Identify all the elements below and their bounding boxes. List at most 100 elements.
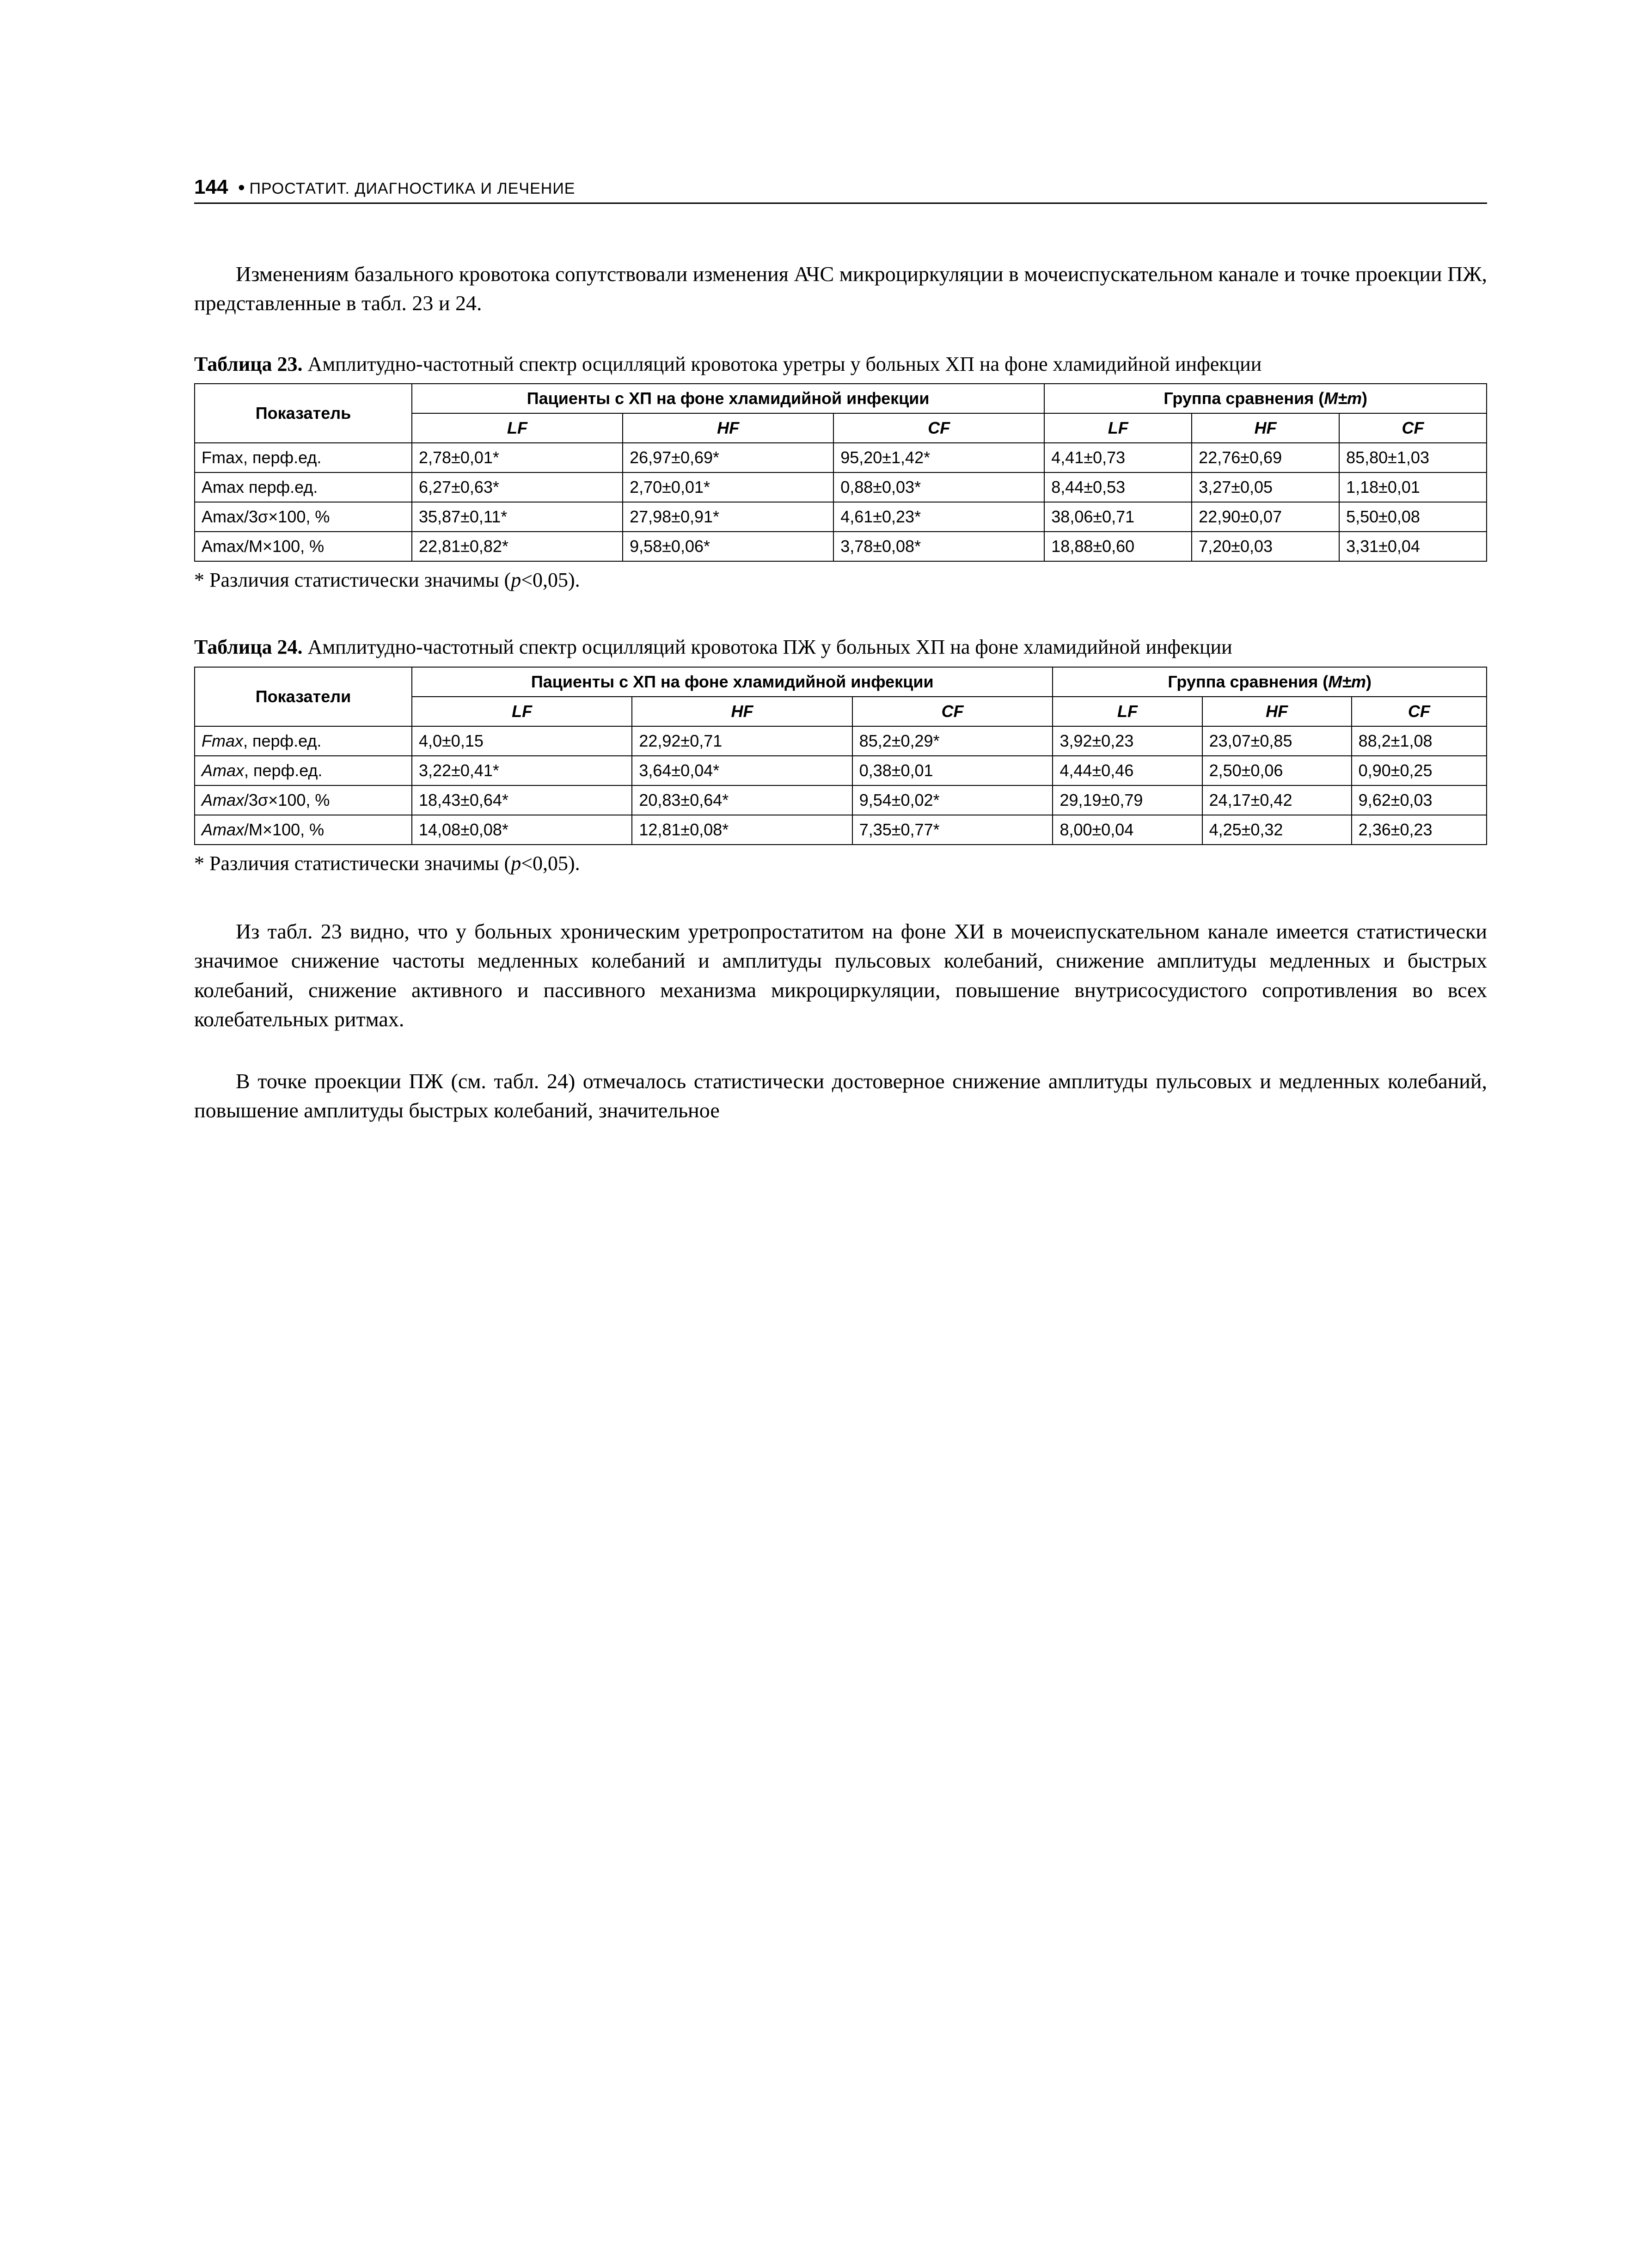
cell: 22,76±0,69 bbox=[1192, 443, 1339, 472]
sub-hf: HF bbox=[632, 697, 852, 726]
row-label: Amax, перф.ед. bbox=[195, 756, 412, 785]
sub-lf: LF bbox=[412, 697, 632, 726]
table-row: Amax/M×100, % 22,81±0,82* 9,58±0,06* 3,7… bbox=[195, 532, 1487, 561]
cell: 95,20±1,42* bbox=[833, 443, 1044, 472]
cell: 20,83±0,64* bbox=[632, 785, 852, 815]
row-label: Amax/3σ×100, % bbox=[195, 502, 412, 532]
caption-lead: Таблица 23. bbox=[194, 353, 303, 375]
table-row: Amax/M×100, % 14,08±0,08* 12,81±0,08* 7,… bbox=[195, 815, 1487, 845]
table-24-footnote: * Различия статистически значимы (p<0,05… bbox=[194, 852, 1487, 875]
cell: 7,20±0,03 bbox=[1192, 532, 1339, 561]
cell: 2,50±0,06 bbox=[1202, 756, 1352, 785]
table-row: Fmax, перф.ед. 2,78±0,01* 26,97±0,69* 95… bbox=[195, 443, 1487, 472]
cell: 22,81±0,82* bbox=[412, 532, 623, 561]
cell: 5,50±0,08 bbox=[1339, 502, 1487, 532]
cell: 0,38±0,01 bbox=[852, 756, 1053, 785]
table-23: Показатель Пациенты с ХП на фоне хламиди… bbox=[194, 383, 1487, 562]
cell: 4,61±0,23* bbox=[833, 502, 1044, 532]
cell: 88,2±1,08 bbox=[1352, 726, 1487, 756]
cell: 3,27±0,05 bbox=[1192, 472, 1339, 502]
sub-cf: CF bbox=[1339, 413, 1487, 443]
sub-hf: HF bbox=[1192, 413, 1339, 443]
caption-rest: Амплитудно-частотный спектр осцилляций к… bbox=[303, 353, 1262, 375]
row-label: Amax/3σ×100, % bbox=[195, 785, 412, 815]
page: 144 • ПРОСТАТИТ. ДИАГНОСТИКА И ЛЕЧЕНИЕ И… bbox=[0, 0, 1635, 2268]
sub-cf: CF bbox=[852, 697, 1053, 726]
cell: 26,97±0,69* bbox=[623, 443, 833, 472]
cell: 2,78±0,01* bbox=[412, 443, 623, 472]
row-label: Amax/M×100, % bbox=[195, 815, 412, 845]
cell: 9,54±0,02* bbox=[852, 785, 1053, 815]
cell: 27,98±0,91* bbox=[623, 502, 833, 532]
row-label: Amax перф.ед. bbox=[195, 472, 412, 502]
table-row: Amax/3σ×100, % 35,87±0,11* 27,98±0,91* 4… bbox=[195, 502, 1487, 532]
sub-lf: LF bbox=[1044, 413, 1192, 443]
table-row: Amax/3σ×100, % 18,43±0,64* 20,83±0,64* 9… bbox=[195, 785, 1487, 815]
cell: 4,25±0,32 bbox=[1202, 815, 1352, 845]
cell: 22,90±0,07 bbox=[1192, 502, 1339, 532]
cell: 23,07±0,85 bbox=[1202, 726, 1352, 756]
sub-hf: HF bbox=[1202, 697, 1352, 726]
bullet-icon: • bbox=[238, 178, 245, 198]
cell: 85,80±1,03 bbox=[1339, 443, 1487, 472]
cell: 2,36±0,23 bbox=[1352, 815, 1487, 845]
cell: 1,18±0,01 bbox=[1339, 472, 1487, 502]
row-label: Amax/M×100, % bbox=[195, 532, 412, 561]
cell: 14,08±0,08* bbox=[412, 815, 632, 845]
table-24-caption: Таблица 24. Амплитудно-частотный спектр … bbox=[194, 633, 1487, 661]
cell: 3,22±0,41* bbox=[412, 756, 632, 785]
cell: 4,0±0,15 bbox=[412, 726, 632, 756]
running-title: ПРОСТАТИТ. ДИАГНОСТИКА И ЛЕЧЕНИЕ bbox=[249, 180, 575, 198]
sub-cf: CF bbox=[1352, 697, 1487, 726]
cell: 3,64±0,04* bbox=[632, 756, 852, 785]
table-row: Amax перф.ед. 6,27±0,63* 2,70±0,01* 0,88… bbox=[195, 472, 1487, 502]
table-header-row: Показатель Пациенты с ХП на фоне хламиди… bbox=[195, 384, 1487, 413]
cell: 4,44±0,46 bbox=[1053, 756, 1202, 785]
running-header: 144 • ПРОСТАТИТ. ДИАГНОСТИКА И ЛЕЧЕНИЕ bbox=[194, 176, 1487, 204]
cell: 3,31±0,04 bbox=[1339, 532, 1487, 561]
caption-rest: Амплитудно-частотный спектр осцилляций к… bbox=[303, 636, 1232, 658]
cell: 2,70±0,01* bbox=[623, 472, 833, 502]
sub-lf: LF bbox=[1053, 697, 1202, 726]
cell: 0,90±0,25 bbox=[1352, 756, 1487, 785]
cell: 29,19±0,79 bbox=[1053, 785, 1202, 815]
col-indicator-header: Показатели bbox=[195, 667, 412, 726]
row-label: Fmax, перф.ед. bbox=[195, 443, 412, 472]
cell: 4,41±0,73 bbox=[1044, 443, 1192, 472]
group1-header: Пациенты с ХП на фоне хламидийной инфекц… bbox=[412, 384, 1044, 413]
table-23-footnote: * Различия статистически значимы (p<0,05… bbox=[194, 568, 1487, 592]
cell: 12,81±0,08* bbox=[632, 815, 852, 845]
group1-header: Пациенты с ХП на фоне хламидийной инфекц… bbox=[412, 667, 1053, 697]
cell: 3,92±0,23 bbox=[1053, 726, 1202, 756]
cell: 35,87±0,11* bbox=[412, 502, 623, 532]
caption-lead: Таблица 24. bbox=[194, 636, 303, 658]
page-number: 144 bbox=[194, 176, 228, 199]
group2-header: Группа сравнения (M±m) bbox=[1053, 667, 1487, 697]
table-24: Показатели Пациенты с ХП на фоне хламиди… bbox=[194, 667, 1487, 845]
row-label: Fmax, перф.ед. bbox=[195, 726, 412, 756]
analysis-paragraph-1: Из табл. 23 видно, что у больных хрониче… bbox=[194, 917, 1487, 1034]
cell: 7,35±0,77* bbox=[852, 815, 1053, 845]
table-header-row: Показатели Пациенты с ХП на фоне хламиди… bbox=[195, 667, 1487, 697]
col-indicator-header: Показатель bbox=[195, 384, 412, 443]
table-row: Fmax, перф.ед. 4,0±0,15 22,92±0,71 85,2±… bbox=[195, 726, 1487, 756]
cell: 18,43±0,64* bbox=[412, 785, 632, 815]
cell: 6,27±0,63* bbox=[412, 472, 623, 502]
sub-cf: CF bbox=[833, 413, 1044, 443]
sub-hf: HF bbox=[623, 413, 833, 443]
cell: 22,92±0,71 bbox=[632, 726, 852, 756]
cell: 24,17±0,42 bbox=[1202, 785, 1352, 815]
cell: 8,44±0,53 bbox=[1044, 472, 1192, 502]
cell: 0,88±0,03* bbox=[833, 472, 1044, 502]
cell: 9,62±0,03 bbox=[1352, 785, 1487, 815]
cell: 85,2±0,29* bbox=[852, 726, 1053, 756]
cell: 9,58±0,06* bbox=[623, 532, 833, 561]
sub-lf: LF bbox=[412, 413, 623, 443]
table-23-caption: Таблица 23. Амплитудно-частотный спектр … bbox=[194, 350, 1487, 378]
group2-header: Группа сравнения (M±m) bbox=[1044, 384, 1487, 413]
cell: 18,88±0,60 bbox=[1044, 532, 1192, 561]
analysis-paragraph-2: В точке проекции ПЖ (см. табл. 24) отмеч… bbox=[194, 1067, 1487, 1125]
cell: 38,06±0,71 bbox=[1044, 502, 1192, 532]
intro-paragraph: Изменениям базального кровотока сопутств… bbox=[194, 259, 1487, 318]
cell: 3,78±0,08* bbox=[833, 532, 1044, 561]
